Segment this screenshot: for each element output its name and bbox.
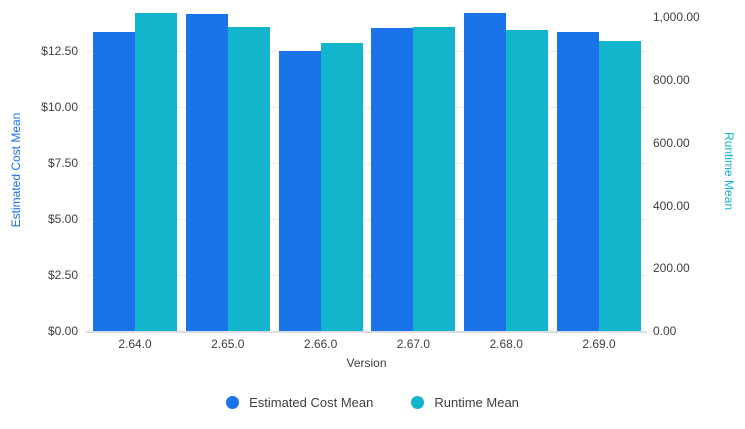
right-axis-tick-label: 0.00 — [653, 324, 677, 338]
x-axis-tick-label: 2.69.0 — [582, 337, 616, 351]
bar-runtime-mean[interactable] — [227, 26, 270, 331]
x-axis-tick-label: 2.65.0 — [211, 337, 245, 351]
bar-estimated-cost-mean[interactable] — [464, 13, 507, 331]
legend-item[interactable]: Runtime Mean — [411, 395, 519, 410]
right-axis-tick-label: 1,000.00 — [653, 10, 700, 25]
gridline — [86, 106, 647, 108]
left-axis-tick-label: $5.00 — [47, 212, 78, 226]
legend-color-dot — [226, 396, 240, 409]
bar-estimated-cost-mean[interactable] — [278, 51, 321, 331]
legend: Estimated Cost Mean Runtime Mean — [0, 395, 745, 410]
bar-runtime-mean[interactable] — [135, 13, 177, 331]
x-axis-tick-label: 2.66.0 — [303, 337, 338, 351]
gridline — [86, 50, 647, 52]
left-axis-tick-label: $2.50 — [47, 268, 78, 282]
legend-label: Estimated Cost Mean — [249, 395, 374, 410]
left-axis-tick-label: $7.50 — [47, 156, 78, 170]
bar-estimated-cost-mean[interactable] — [93, 32, 135, 331]
x-axis-tick-label: 2.64.0 — [118, 337, 152, 351]
left-axis-tick-label: $12.50 — [41, 44, 78, 58]
gridline — [86, 274, 647, 276]
bar-estimated-cost-mean[interactable] — [371, 28, 414, 331]
right-axis-tick-label: 800.00 — [653, 73, 690, 87]
x-axis-tick-label: 2.68.0 — [489, 337, 523, 351]
left-axis-tick-label: $0.00 — [47, 324, 78, 338]
x-axis-title: Version — [346, 356, 387, 370]
left-axis-title: Estimated Cost Mean — [9, 112, 23, 228]
right-axis-title: Runtime Mean — [722, 131, 736, 211]
legend-label: Runtime Mean — [434, 395, 519, 410]
gridline — [86, 218, 647, 220]
right-axis-tick-label: 200.00 — [653, 261, 690, 276]
right-axis-tick-label: 400.00 — [653, 198, 690, 213]
x-axis-tick-label: 2.67.0 — [396, 337, 431, 351]
gridline — [86, 162, 647, 164]
bar-estimated-cost-mean[interactable] — [185, 14, 228, 331]
legend-color-dot — [411, 396, 425, 409]
x-axis-baseline — [86, 331, 647, 333]
bar-runtime-mean[interactable] — [599, 41, 641, 331]
bar-runtime-mean[interactable] — [413, 27, 456, 331]
legend-item[interactable]: Estimated Cost Mean — [226, 395, 373, 410]
left-axis-tick-label: $10.00 — [41, 100, 78, 114]
bar-runtime-mean[interactable] — [320, 42, 363, 331]
bar-estimated-cost-mean[interactable] — [557, 31, 599, 331]
bar-runtime-mean[interactable] — [506, 30, 549, 331]
right-axis-tick-label: 600.00 — [653, 135, 690, 150]
